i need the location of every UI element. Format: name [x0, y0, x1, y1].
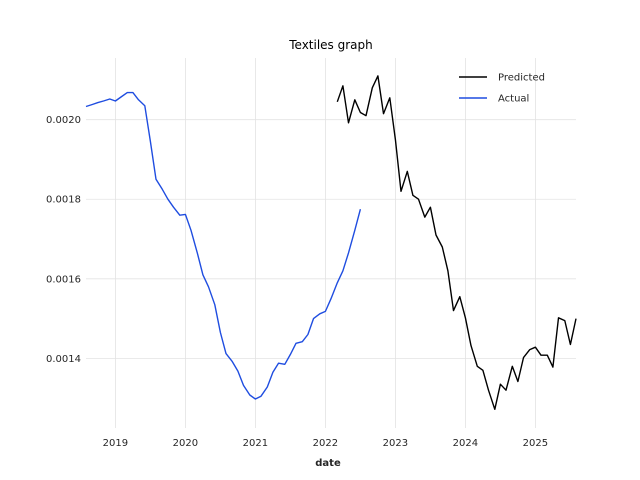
series-line-predicted: [336, 75, 577, 410]
chart-title: Textiles graph: [288, 38, 373, 52]
x-tick-label: 2021: [243, 438, 268, 449]
x-tick-label: 2022: [313, 438, 338, 449]
x-tick-label: 2024: [453, 438, 478, 449]
legend-label-predicted: Predicted: [498, 73, 545, 84]
legend: Predicted Actual: [459, 73, 545, 105]
series-line-actual: [85, 91, 362, 400]
x-axis-label: date: [315, 458, 341, 469]
series-lines: [85, 75, 577, 410]
legend-label-actual: Actual: [498, 94, 529, 105]
x-tick-label: 2019: [103, 438, 128, 449]
x-tick-label: 2025: [523, 438, 548, 449]
x-tick-label: 2020: [173, 438, 198, 449]
tick-labels: 2019 2020 2021 2022 2023 2024 2025 0.0014 0.0016…: [46, 115, 548, 449]
x-tick-label: 2023: [383, 438, 408, 449]
y-tick-label: 0.0014: [46, 354, 81, 365]
grid-lines: [86, 58, 576, 428]
y-tick-label: 0.0020: [46, 115, 81, 126]
y-tick-label: 0.0018: [46, 195, 81, 206]
y-tick-label: 0.0016: [46, 274, 81, 285]
